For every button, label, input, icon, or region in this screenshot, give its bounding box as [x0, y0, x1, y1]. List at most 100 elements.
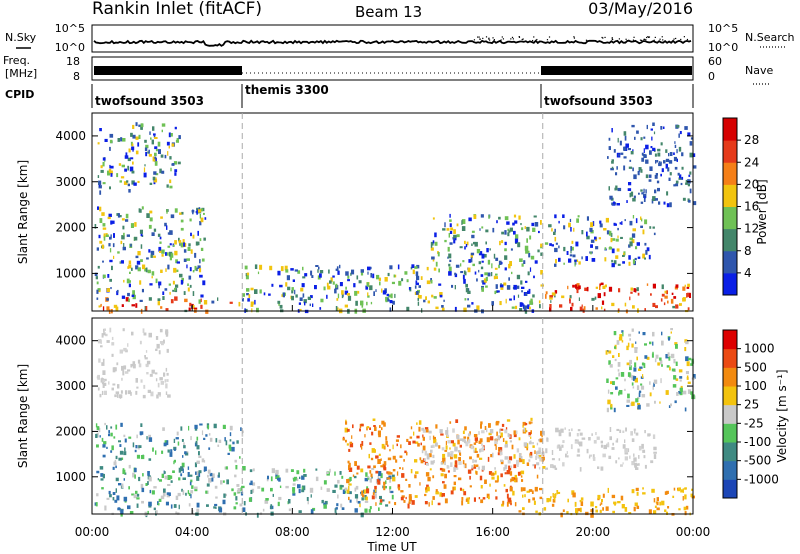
cpid-segment-2-label: themis 3300	[245, 83, 329, 97]
scatter-cell	[593, 440, 597, 444]
scatter-cell	[149, 210, 153, 214]
scatter-cell	[119, 450, 124, 455]
scatter-cell	[470, 445, 474, 450]
scatter-cell	[180, 227, 184, 231]
scatter-cell	[124, 168, 127, 172]
scatter-cell	[347, 460, 350, 464]
scatter-cell	[452, 237, 455, 240]
scatter-cell	[432, 454, 435, 459]
scatter-cell	[277, 270, 281, 276]
nsky-tick-right-top: 10^5	[708, 22, 738, 35]
scatter-cell	[383, 422, 386, 427]
scatter-cell	[463, 278, 466, 284]
scatter-cell	[519, 302, 523, 307]
scatter-cell	[598, 237, 601, 240]
scatter-cell	[124, 438, 127, 443]
scatter-cell	[636, 356, 638, 361]
scatter-cell	[211, 300, 215, 304]
scatter-cell	[379, 281, 381, 286]
scatter-cell	[685, 179, 688, 183]
scatter-cell	[488, 423, 491, 428]
scatter-cell	[555, 427, 559, 433]
scatter-cell	[506, 419, 511, 422]
scatter-cell	[458, 461, 462, 465]
scatter-cell	[522, 459, 525, 464]
scatter-cell	[629, 362, 631, 368]
scatter-cell	[264, 500, 269, 504]
scatter-cell	[458, 450, 461, 453]
scatter-cell	[533, 275, 535, 279]
scatter-cell	[609, 427, 612, 432]
scatter-cell	[192, 270, 195, 273]
scatter-cell	[420, 459, 424, 464]
scatter-cell	[190, 249, 193, 254]
scatter-cell	[674, 141, 676, 144]
time-tick-label: 00:00	[75, 525, 110, 539]
scatter-cell	[495, 257, 499, 261]
scatter-cell	[409, 436, 413, 439]
scatter-cell	[113, 367, 117, 372]
scatter-cell	[602, 285, 606, 289]
scatter-cell	[543, 507, 547, 511]
scatter-cell	[482, 282, 486, 285]
scatter-cell	[614, 346, 617, 349]
scatter-cell	[152, 447, 154, 452]
scatter-cell	[156, 343, 160, 349]
scatter-cell	[387, 297, 389, 302]
nsearch-label: N.Search	[745, 31, 795, 44]
scatter-cell	[435, 442, 438, 447]
scatter-cell	[154, 137, 158, 139]
scatter-cell	[551, 292, 556, 296]
scatter-cell	[556, 490, 559, 495]
range-tick-label: 4000	[55, 334, 86, 348]
scatter-cell	[606, 350, 609, 352]
scatter-cell	[460, 263, 462, 267]
scatter-cell	[522, 487, 526, 492]
scatter-cell	[385, 504, 389, 507]
scatter-cell	[467, 290, 471, 294]
scatter-cell	[408, 496, 412, 502]
scatter-cell	[200, 208, 203, 212]
scatter-cell	[416, 435, 420, 439]
scatter-cell	[680, 182, 683, 186]
scatter-cell	[645, 159, 649, 164]
scatter-cell	[208, 433, 211, 436]
scatter-cell	[668, 177, 671, 181]
scatter-cell	[430, 241, 434, 246]
scatter-cell	[448, 266, 452, 272]
scatter-cell	[172, 470, 175, 473]
scatter-cell	[374, 426, 377, 431]
scatter-cell	[198, 299, 201, 304]
scatter-cell	[157, 301, 160, 306]
scatter-cell	[232, 441, 235, 445]
scatter-cell	[387, 444, 389, 447]
scatter-cell	[536, 462, 540, 466]
scatter-cell	[97, 206, 99, 210]
scatter-cell	[568, 222, 571, 228]
scatter-cell	[631, 438, 635, 442]
scatter-cell	[552, 465, 556, 469]
scatter-cell	[597, 293, 601, 299]
scatter-cell	[334, 471, 336, 476]
scatter-cell	[386, 293, 390, 297]
scatter-cell	[118, 163, 122, 166]
scatter-cell	[294, 289, 296, 295]
scatter-cell	[370, 266, 372, 270]
scatter-cell	[327, 285, 331, 290]
scatter-cell	[144, 164, 146, 167]
scatter-cell	[456, 434, 460, 440]
scatter-cell	[123, 243, 125, 248]
scatter-cell	[98, 234, 101, 239]
scatter-cell	[108, 309, 111, 314]
scatter-cell	[432, 258, 435, 262]
scatter-cell	[214, 503, 218, 507]
scatter-cell	[132, 124, 135, 129]
scatter-cell	[131, 304, 135, 307]
scatter-cell	[190, 479, 193, 483]
scatter-cell	[524, 427, 527, 433]
scatter-cell	[298, 510, 302, 513]
scatter-cell	[174, 296, 178, 301]
scatter-cell	[270, 487, 273, 492]
scatter-cell	[186, 258, 190, 261]
colorbar-swatch	[723, 330, 737, 350]
